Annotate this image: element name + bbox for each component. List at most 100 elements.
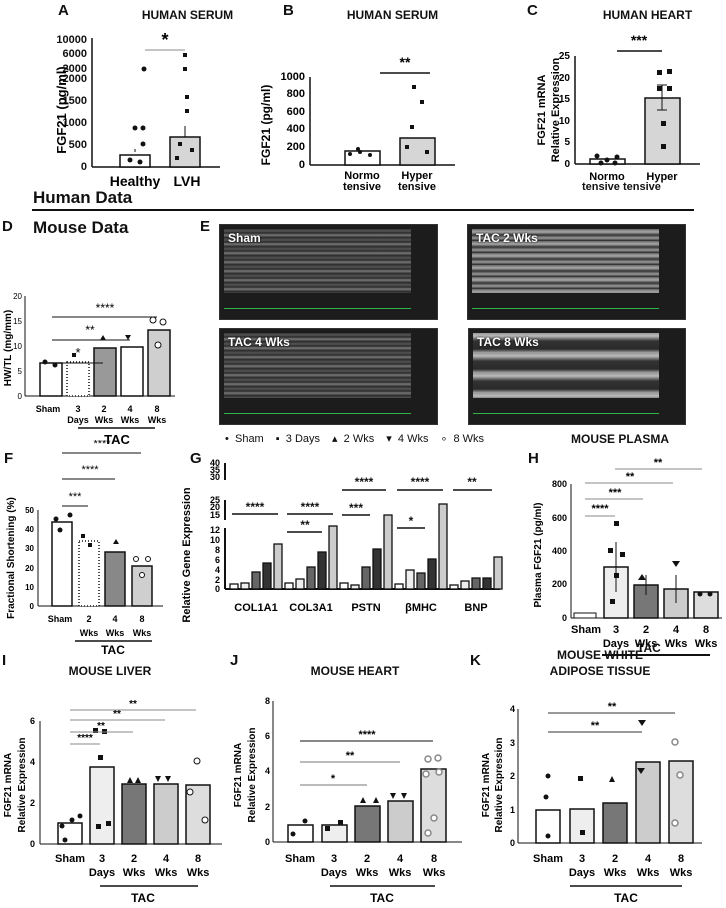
- svg-text:15: 15: [559, 94, 571, 105]
- panel-label-b: B: [283, 2, 294, 19]
- title-a: HUMAN SERUM: [141, 8, 234, 22]
- svg-text:TAC: TAC: [101, 643, 125, 655]
- svg-text:Normo: Normo: [344, 170, 380, 182]
- svg-text:2: 2: [612, 853, 618, 865]
- svg-text:4: 4: [112, 614, 117, 624]
- svg-text:1500: 1500: [63, 95, 87, 107]
- svg-text:4: 4: [163, 853, 170, 865]
- panel-label-i: I: [2, 652, 7, 669]
- title-c: HUMAN HEART: [602, 8, 693, 22]
- svg-text:Wks: Wks: [80, 628, 99, 638]
- chart-f: 50 40 30 20 10 0 *** **** **** Fractional Sho…: [6, 440, 163, 655]
- svg-text:2: 2: [510, 771, 515, 781]
- svg-text:Wks: Wks: [148, 415, 167, 425]
- svg-text:2: 2: [215, 575, 220, 585]
- section-human-data: Human Data: [33, 188, 133, 207]
- svg-text:600: 600: [552, 513, 567, 523]
- svg-text:FGF21 mRNA: FGF21 mRNA: [536, 74, 548, 145]
- svg-text:8: 8: [431, 853, 437, 865]
- svg-text:TAC: TAC: [370, 891, 394, 905]
- svg-text:40: 40: [25, 525, 34, 534]
- svg-text:10: 10: [210, 535, 220, 545]
- svg-text:****: ****: [411, 475, 430, 489]
- svg-text:12: 12: [210, 525, 220, 535]
- svg-text:3: 3: [75, 404, 80, 414]
- svg-text:FGF21 mRNA: FGF21 mRNA: [3, 753, 14, 817]
- svg-text:1: 1: [510, 805, 515, 815]
- svg-text:8: 8: [215, 545, 220, 555]
- svg-text:20: 20: [559, 73, 571, 84]
- svg-text:****: ****: [96, 301, 115, 315]
- svg-text:20: 20: [210, 502, 220, 512]
- svg-text:400: 400: [552, 546, 567, 556]
- title-i: MOUSE LIVER: [68, 664, 152, 678]
- legend: • Sham ▪ 3 Days ▴ 2 Wks ▾ 4 Wks ∘ 8 Wks: [225, 432, 484, 446]
- svg-text:Relative Expression: Relative Expression: [550, 57, 562, 162]
- svg-text:2: 2: [131, 853, 137, 865]
- svg-text:0: 0: [30, 602, 35, 611]
- svg-text:FGF21 (pg/ml): FGF21 (pg/ml): [259, 85, 273, 166]
- svg-text:0: 0: [510, 838, 515, 848]
- svg-text:LVH: LVH: [174, 173, 201, 189]
- svg-text:3: 3: [613, 624, 619, 636]
- legend-item-2wks: ▴ 2 Wks: [332, 433, 375, 445]
- svg-text:Hyper: Hyper: [646, 171, 678, 183]
- svg-text:50: 50: [25, 506, 34, 515]
- svg-text:COL1A1: COL1A1: [234, 602, 277, 614]
- svg-text:**: **: [467, 475, 477, 489]
- svg-text:Sham: Sham: [55, 853, 85, 865]
- svg-text:***: ***: [609, 487, 623, 499]
- svg-text:10: 10: [559, 116, 571, 127]
- svg-text:**: **: [113, 709, 121, 720]
- svg-text:*: *: [75, 345, 80, 360]
- svg-text:****: ****: [77, 733, 93, 744]
- svg-text:6: 6: [215, 555, 220, 565]
- panel-label-e: E: [200, 218, 211, 235]
- panel-label-a: A: [58, 2, 69, 19]
- svg-text:4: 4: [127, 404, 132, 414]
- svg-text:500: 500: [69, 139, 87, 151]
- svg-text:8: 8: [703, 624, 709, 636]
- svg-text:****: ****: [93, 440, 111, 450]
- svg-text:10000: 10000: [56, 34, 87, 46]
- svg-text:βMHC: βMHC: [405, 602, 437, 614]
- svg-text:0: 0: [215, 584, 220, 594]
- svg-text:2: 2: [86, 614, 91, 624]
- legend-item-4wks: ▾ 4 Wks: [386, 433, 429, 445]
- title-k-line1: MOUSE WHITE: [557, 648, 643, 662]
- svg-text:5: 5: [564, 137, 570, 148]
- legend-item-3days: ▪ 3 Days: [275, 432, 321, 445]
- svg-text:20: 20: [25, 564, 34, 573]
- svg-text:Days: Days: [321, 867, 347, 879]
- svg-text:Normo: Normo: [589, 171, 625, 183]
- svg-text:2: 2: [643, 624, 649, 636]
- svg-text:PSTN: PSTN: [351, 602, 380, 614]
- svg-text:Days: Days: [67, 415, 89, 425]
- svg-text:Relative Expression: Relative Expression: [494, 737, 505, 832]
- svg-text:8: 8: [139, 614, 144, 624]
- svg-text:Wks: Wks: [665, 638, 688, 650]
- chart-a: 10000 6000 2000 2000 1500 1000 500 0 * FGF21 …: [54, 30, 220, 189]
- svg-text:HW/TL (mg/mm): HW/TL (mg/mm): [3, 310, 14, 386]
- svg-text:8: 8: [265, 696, 270, 706]
- svg-text:***: ***: [349, 501, 363, 515]
- svg-text:2: 2: [364, 853, 370, 865]
- svg-text:**: **: [591, 720, 600, 732]
- section-mouse-data: Mouse Data: [33, 218, 129, 237]
- svg-text:Wks: Wks: [95, 415, 114, 425]
- svg-text:Healthy: Healthy: [110, 173, 161, 189]
- svg-text:2000: 2000: [63, 73, 87, 85]
- svg-text:Wks: Wks: [106, 628, 125, 638]
- svg-text:2: 2: [101, 404, 106, 414]
- svg-text:Relative Gene Expression: Relative Gene Expression: [181, 487, 193, 622]
- svg-text:Wks: Wks: [389, 867, 412, 879]
- svg-text:*: *: [331, 773, 336, 785]
- svg-text:Wks: Wks: [133, 628, 152, 638]
- svg-text:**: **: [608, 701, 617, 713]
- svg-text:****: ****: [246, 500, 265, 514]
- svg-text:8: 8: [154, 404, 159, 414]
- svg-text:10: 10: [25, 583, 34, 592]
